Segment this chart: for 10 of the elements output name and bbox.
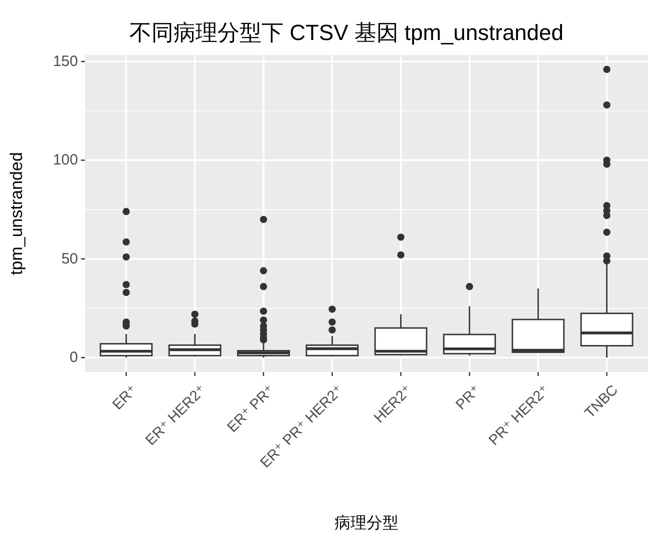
y-axis-title: tpm_unstranded: [7, 152, 26, 275]
y-tick-label: 150: [52, 53, 78, 70]
chart-title: 不同病理分型下 CTSV 基因 tpm_unstranded: [129, 20, 564, 45]
y-tick-label: 0: [70, 349, 78, 366]
x-axis-title: 病理分型: [334, 513, 398, 532]
y-tick-label: 50: [61, 250, 78, 268]
x-tick-label: ER⁺: [110, 382, 141, 414]
x-tick-label: ER⁺ PR⁺: [224, 382, 278, 436]
y-tick-label: 100: [52, 152, 78, 169]
x-tick-label: PR⁺: [453, 382, 484, 414]
